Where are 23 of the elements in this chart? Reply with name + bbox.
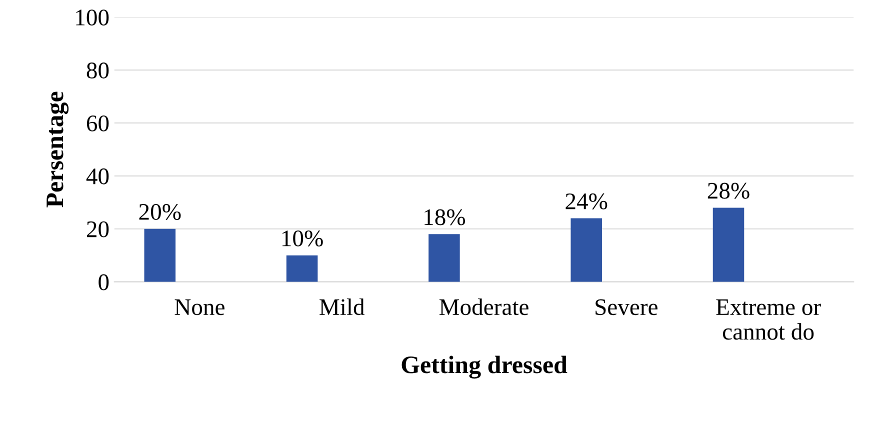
bar xyxy=(570,218,602,282)
bar xyxy=(144,228,176,282)
x-tick-label: Severe xyxy=(596,299,658,316)
x-tick-label: Extreme or cannot do xyxy=(716,299,821,340)
data-label: 24% xyxy=(566,193,608,210)
data-label: 10% xyxy=(282,230,323,246)
data-label: 28% xyxy=(708,182,750,199)
bar xyxy=(286,255,318,282)
y-tick-label: 60 xyxy=(86,115,109,132)
y-tick-label: 40 xyxy=(86,168,109,184)
y-tick-label: 80 xyxy=(86,62,109,78)
x-tick-label: None xyxy=(174,299,224,316)
bar xyxy=(428,234,460,282)
x-axis-title: Getting dressed xyxy=(402,356,568,379)
bar xyxy=(712,208,744,282)
y-axis-title: Persentage xyxy=(46,92,69,208)
y-tick-label: 0 xyxy=(98,274,109,290)
y-tick-label: 20 xyxy=(86,221,109,238)
data-label: 20% xyxy=(139,204,181,220)
x-tick-label: Mild xyxy=(320,298,365,316)
data-label: 18% xyxy=(424,209,466,226)
x-tick-label: Moderate xyxy=(439,298,528,316)
y-tick-label: 100 xyxy=(76,10,109,26)
